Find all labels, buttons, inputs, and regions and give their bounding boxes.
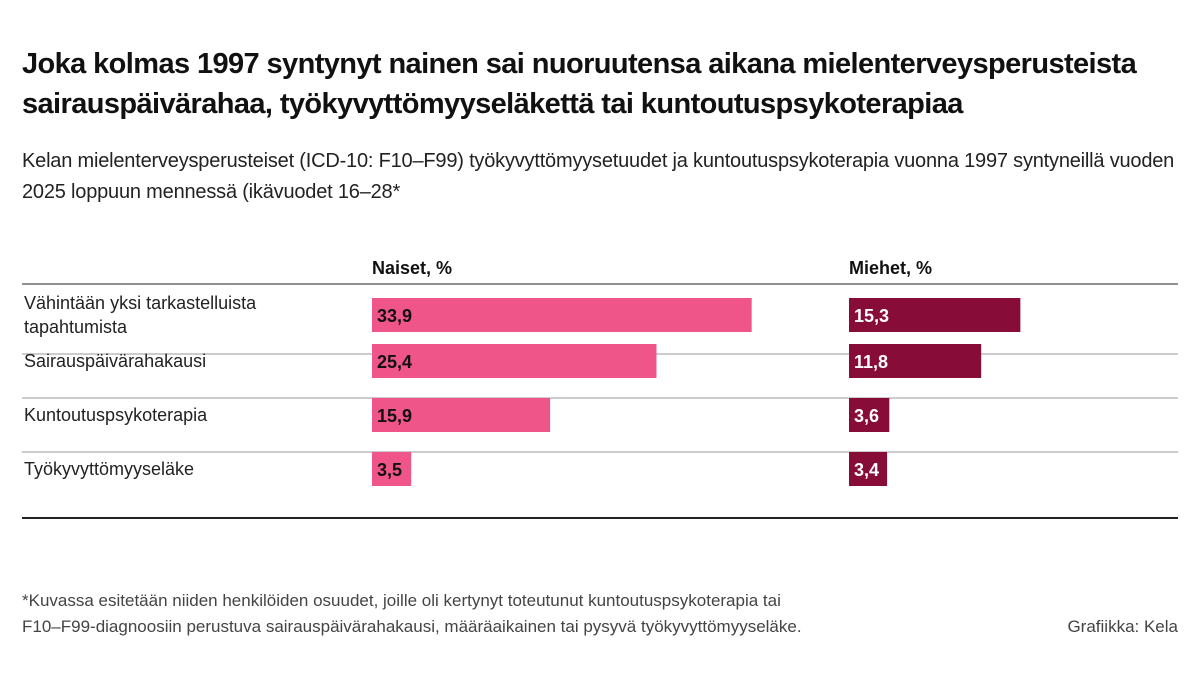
bar-miehet (849, 398, 890, 432)
bar-naiset (372, 298, 752, 332)
category-label: tapahtumista (24, 317, 128, 337)
series-header-naiset: Naiset, % (372, 258, 452, 278)
data-label-miehet: 11,8 (854, 352, 888, 372)
data-label-naiset: 25,4 (377, 352, 412, 372)
data-label-naiset: 15,9 (377, 406, 412, 426)
data-label-naiset: 33,9 (377, 306, 412, 326)
footnote: *Kuvassa esitetään niiden henkilöiden os… (22, 588, 982, 640)
category-label: Vähintään yksi tarkastelluista (24, 293, 257, 313)
bar-miehet (849, 344, 982, 378)
category-label: Työkyvyttömyyseläke (24, 459, 194, 479)
data-label-naiset: 3,5 (377, 460, 402, 480)
chart-title: Joka kolmas 1997 syntynyt nainen sai nuo… (22, 48, 1137, 120)
credit: Grafiikka: Kela (1067, 617, 1178, 636)
bar-naiset (372, 452, 412, 486)
bar-naiset (372, 398, 551, 432)
category-label: Kuntoutuspsykoterapia (24, 405, 208, 425)
bar-naiset (372, 344, 657, 378)
data-label-miehet: 3,6 (854, 406, 879, 426)
data-label-miehet: 15,3 (854, 306, 889, 326)
bar-miehet (849, 452, 888, 486)
bar-miehet (849, 298, 1021, 332)
footnote-line-2: F10–F99-diagnoosiin perustuva sairauspäi… (22, 617, 802, 636)
category-label: Sairauspäivärahakausi (24, 351, 206, 371)
chart-subtitle: Kelan mielenterveysperusteiset (ICD-10: … (22, 150, 1175, 203)
data-label-miehet: 3,4 (854, 460, 879, 480)
footnote-line-1: *Kuvassa esitetään niiden henkilöiden os… (22, 591, 781, 610)
series-header-miehet: Miehet, % (849, 258, 932, 278)
